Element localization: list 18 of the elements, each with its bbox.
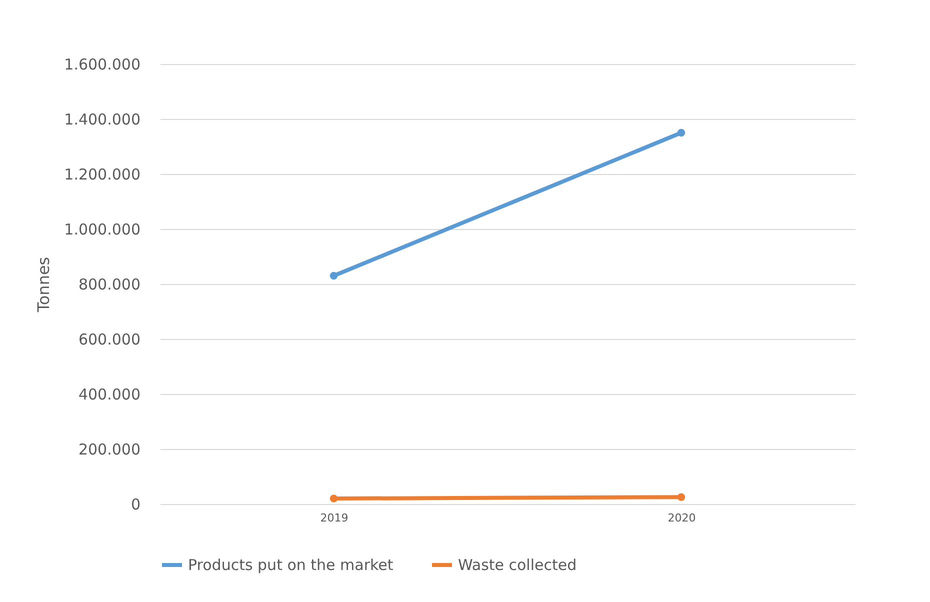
- legend-label: Waste collected: [458, 556, 577, 574]
- y-tick-label: 0: [130, 496, 140, 514]
- y-tick-label: 1.200.000: [64, 166, 140, 184]
- x-tick-label: 2019: [320, 512, 348, 524]
- y-tick-label: 400.000: [78, 386, 140, 404]
- x-tick-label: 2020: [668, 512, 696, 524]
- y-tick-label: 1.000.000: [64, 220, 140, 238]
- point: [677, 493, 686, 501]
- point: [330, 272, 338, 280]
- point: [330, 494, 338, 502]
- point: [677, 128, 686, 137]
- y-tick-label: 1.600.000: [64, 56, 140, 74]
- y-tick-label: 200.000: [78, 440, 140, 458]
- legend-label: Products put on the market: [188, 556, 394, 574]
- y-tick-label: 600.000: [78, 330, 140, 348]
- y-axis-title: Tonnes: [34, 256, 54, 314]
- y-tick-label: 1.400.000: [64, 110, 140, 128]
- y-tick-label: 800.000: [78, 276, 140, 294]
